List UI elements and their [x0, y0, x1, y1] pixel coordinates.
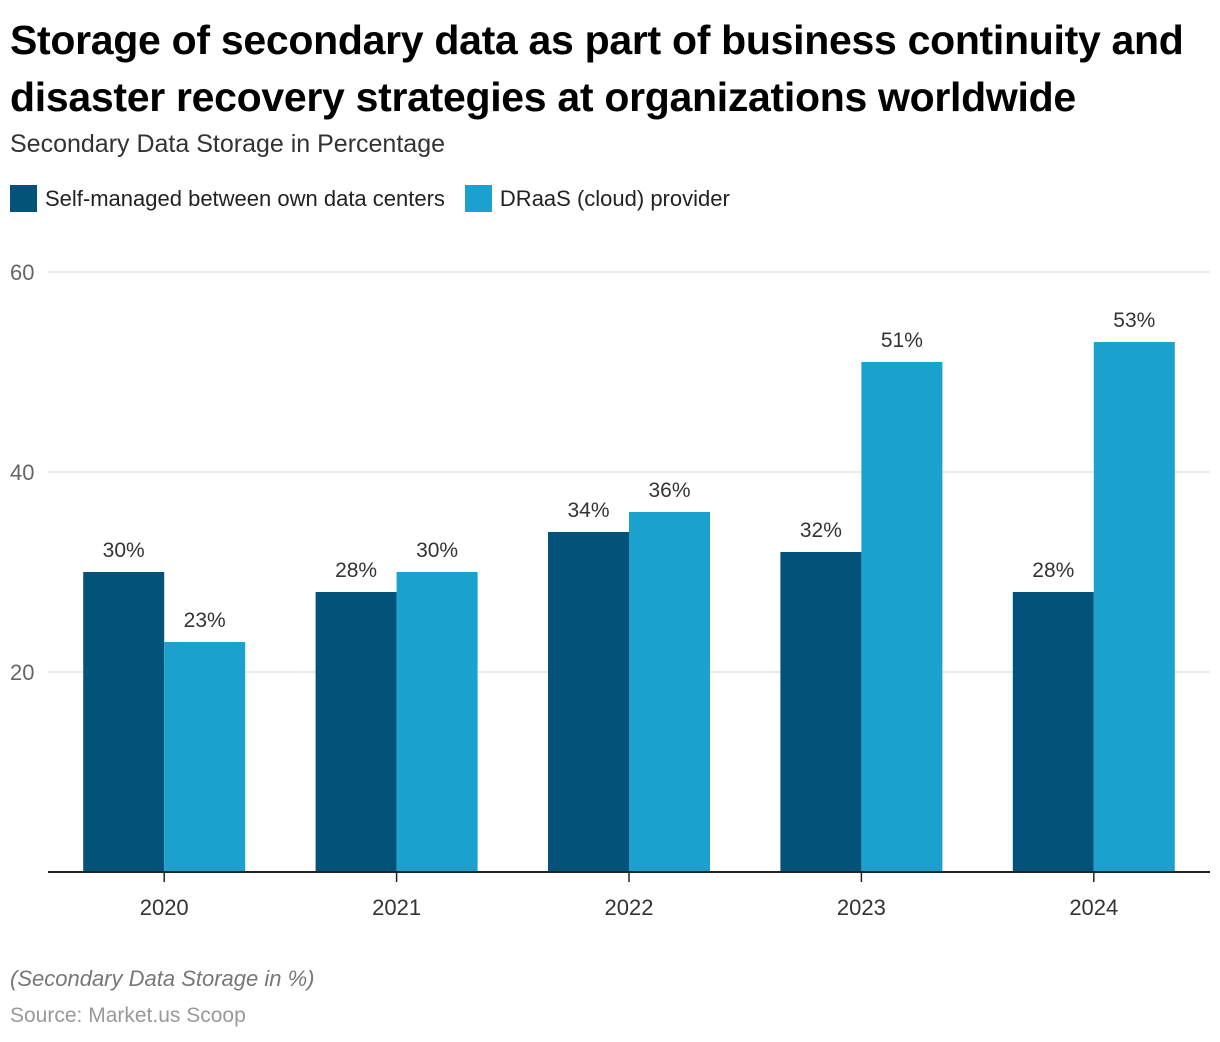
bar-2023-self-managed — [780, 552, 862, 872]
data-label-2020-draas: 23% — [184, 609, 226, 632]
x-tick-label-2021: 2021 — [372, 895, 421, 920]
data-label-2021-draas: 30% — [416, 539, 458, 562]
data-label-2020-self-managed: 30% — [103, 539, 145, 562]
legend-item-self-managed[interactable]: Self-managed between own data centers — [10, 185, 445, 212]
data-label-2021-self-managed: 28% — [335, 559, 377, 582]
chart-subtitle: Secondary Data Storage in Percentage — [10, 130, 445, 158]
bar-2021-self-managed — [315, 592, 397, 872]
bar-2020-draas — [164, 642, 246, 872]
data-label-2024-draas: 53% — [1113, 309, 1155, 332]
chart-source: Source: Market.us Scoop — [10, 1004, 246, 1027]
data-label-2024-self-managed: 28% — [1032, 559, 1074, 582]
bar-2024-draas — [1093, 342, 1175, 872]
bar-2021-draas — [396, 572, 478, 872]
bar-2024-self-managed — [1012, 592, 1094, 872]
bar-2022-draas — [629, 512, 710, 872]
legend: Self-managed between own data centers DR… — [10, 185, 750, 212]
data-label-2023-self-managed: 32% — [800, 519, 842, 542]
legend-label-draas: DRaaS (cloud) provider — [499, 185, 730, 211]
y-tick-label-40: 40 — [10, 460, 34, 485]
chart-note: (Secondary Data Storage in %) — [10, 966, 315, 991]
data-label-2023-draas: 51% — [881, 329, 923, 352]
bar-2023-draas — [861, 362, 943, 872]
x-tick-label-2024: 2024 — [1069, 895, 1118, 920]
x-tick-label-2022: 2022 — [605, 895, 654, 920]
legend-item-draas[interactable]: DRaaS (cloud) provider — [464, 185, 730, 212]
legend-label-self-managed: Self-managed between own data centers — [45, 185, 445, 211]
x-tick-label-2023: 2023 — [837, 895, 886, 920]
legend-swatch-draas — [464, 185, 492, 212]
y-tick-label-20: 20 — [10, 660, 34, 685]
x-tick-label-2020: 2020 — [140, 895, 189, 920]
y-tick-label-60: 60 — [10, 260, 34, 285]
data-label-2022-self-managed: 34% — [567, 499, 609, 522]
chart-title: Storage of secondary data as part of bus… — [10, 17, 1184, 120]
data-label-2022-draas: 36% — [648, 479, 690, 502]
legend-swatch-self-managed — [10, 185, 37, 212]
bar-2020-self-managed — [83, 572, 165, 872]
bar-2022-self-managed — [548, 532, 629, 872]
